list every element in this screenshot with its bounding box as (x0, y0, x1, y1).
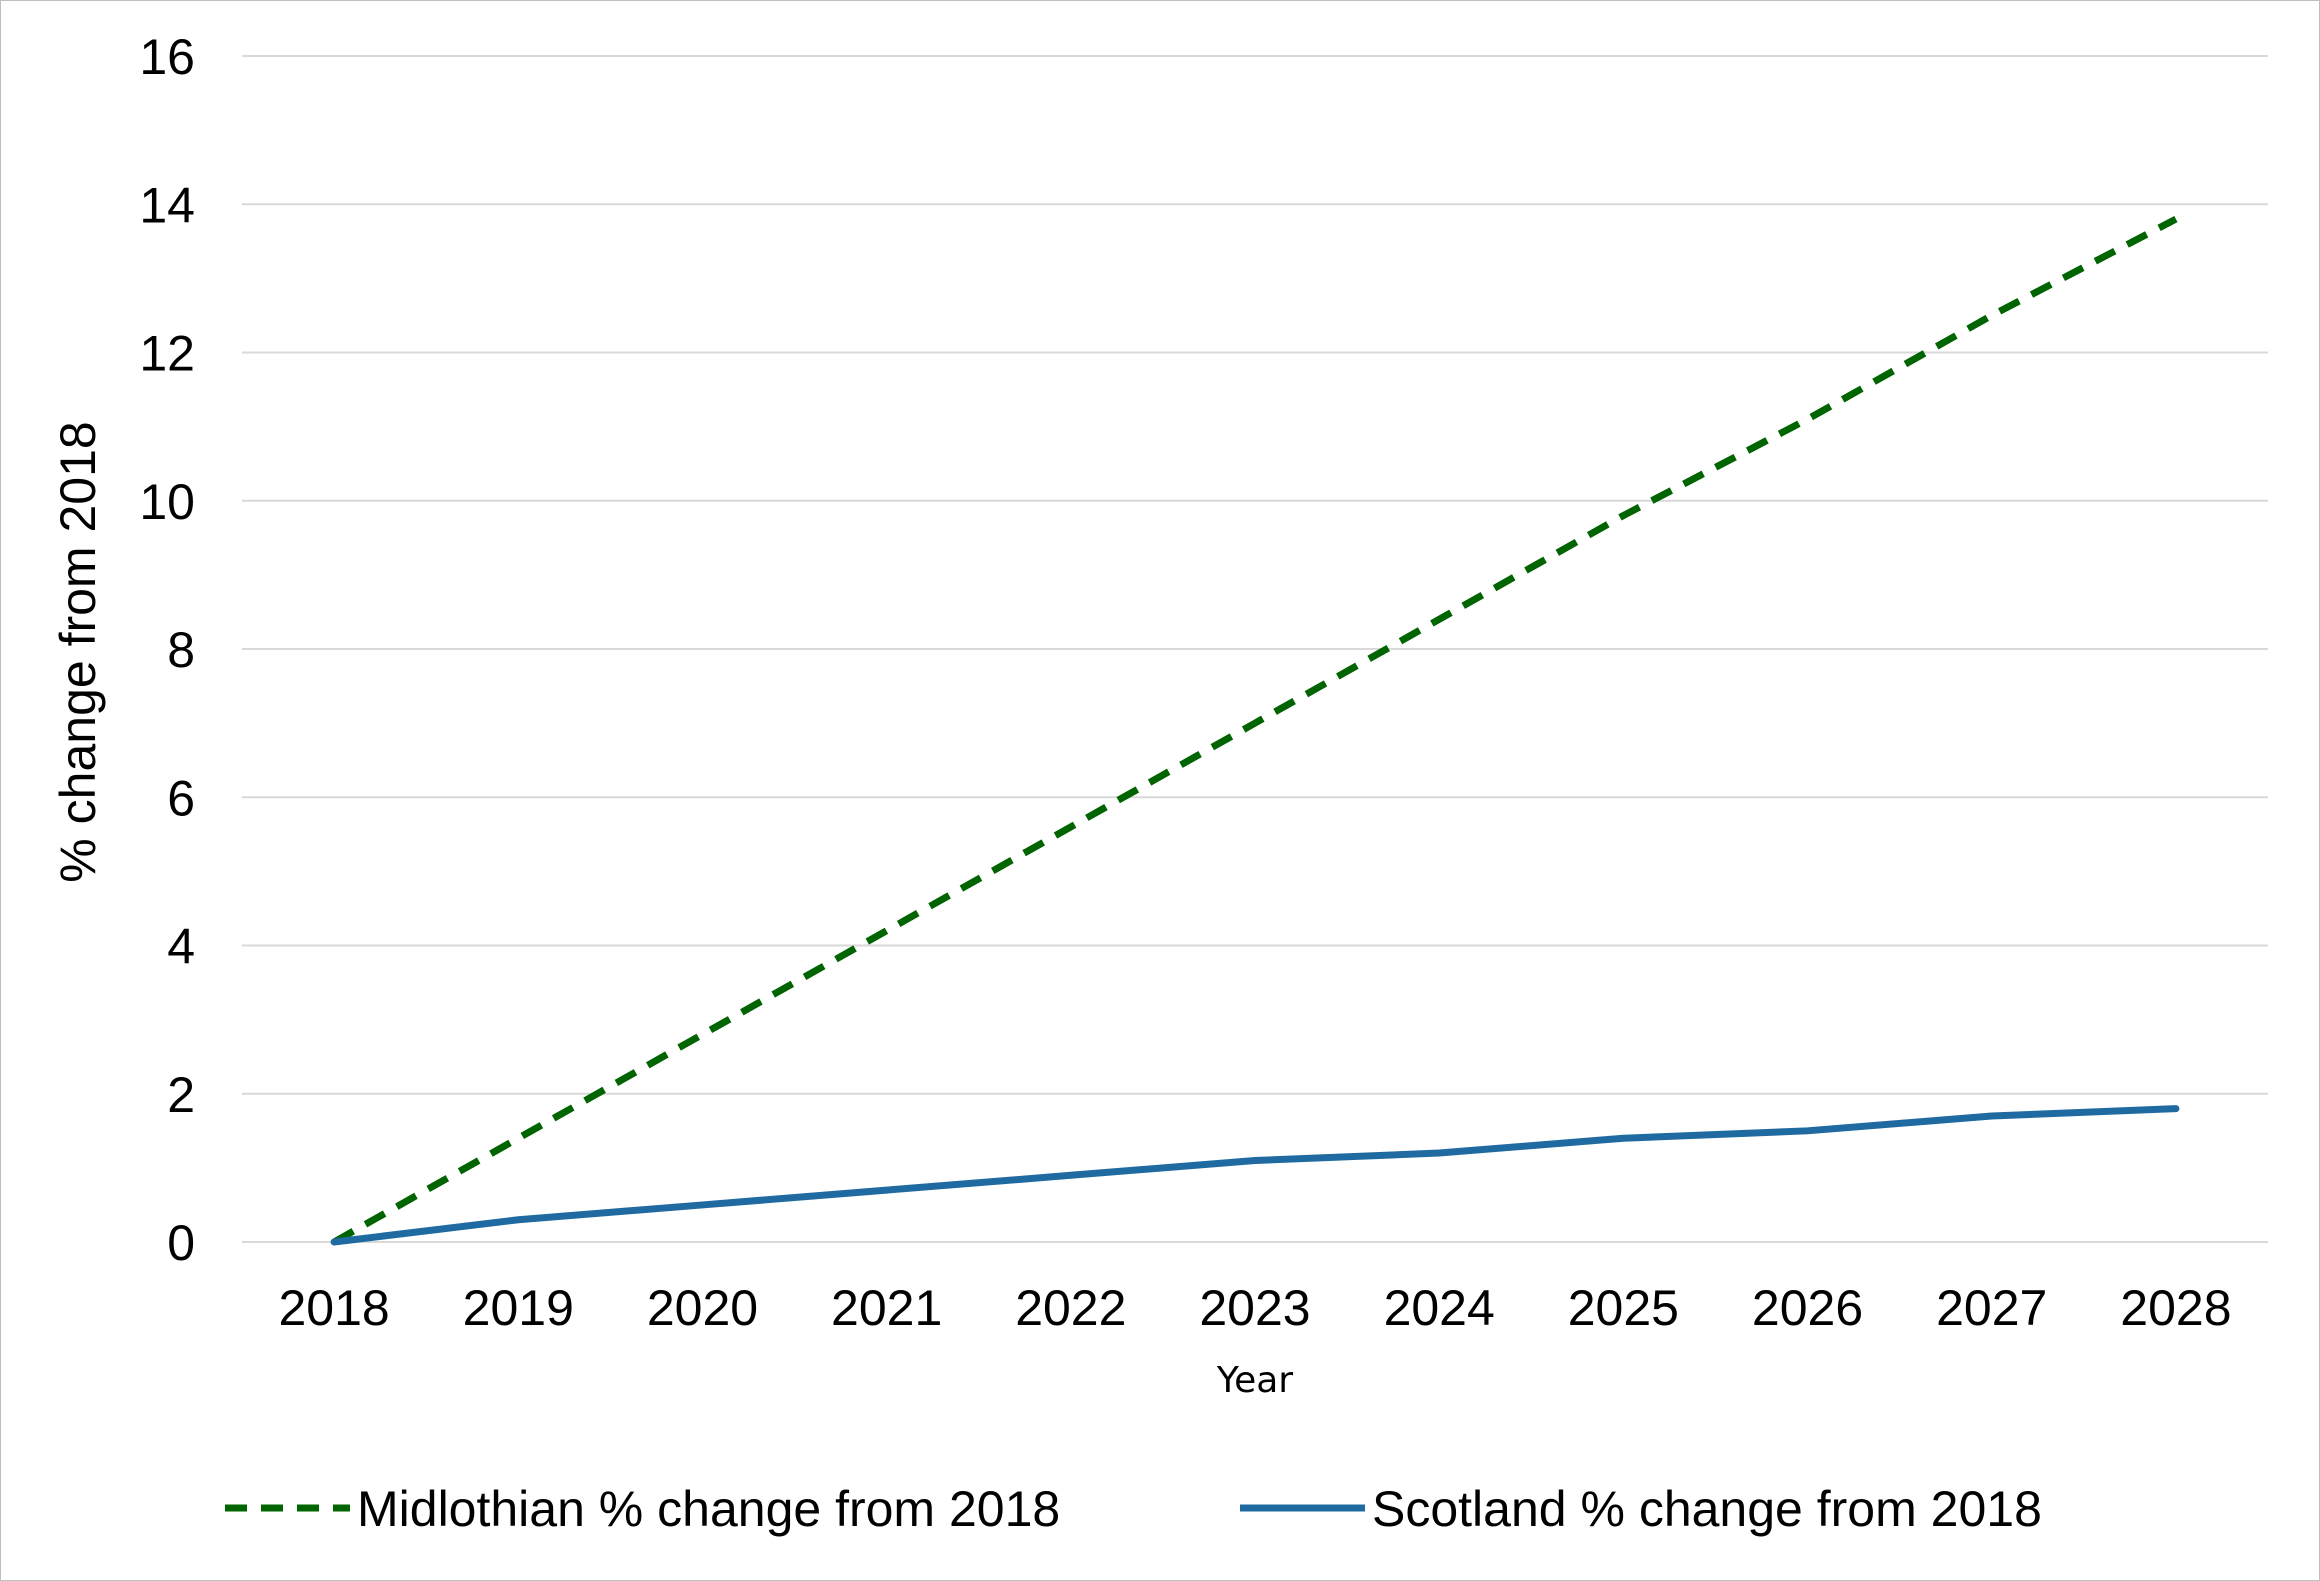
y-tick-label: 6 (167, 770, 195, 826)
y-axis-title: % change from 2018 (50, 421, 106, 882)
legend-label-0: Midlothian % change from 2018 (357, 1481, 1060, 1537)
y-tick-label: 14 (139, 177, 195, 233)
gridlines (242, 55, 2268, 1243)
legend-label-1: Scotland % change from 2018 (1372, 1481, 2042, 1537)
y-tick-label: 16 (139, 29, 195, 85)
y-tick-label: 0 (167, 1215, 195, 1271)
x-tick-label: 2020 (647, 1280, 758, 1336)
y-tick-label: 10 (139, 474, 195, 530)
x-tick-label: 2026 (1752, 1280, 1863, 1336)
x-tick-label: 2019 (463, 1280, 574, 1336)
y-tick-label: 2 (167, 1067, 195, 1123)
x-tick-label: 2025 (1568, 1280, 1679, 1336)
x-tick-label: 2021 (831, 1280, 942, 1336)
x-tick-label: 2028 (2120, 1280, 2231, 1336)
x-tick-label: 2022 (1015, 1280, 1126, 1336)
x-axis-title: Year (1216, 1360, 1293, 1401)
y-tick-label: 12 (139, 326, 195, 382)
x-axis-ticks: 2018 2019 2020 2021 2022 2023 2024 2025 2026 2027… (278, 1280, 2231, 1336)
x-tick-label: 2023 (1199, 1280, 1310, 1336)
x-tick-label: 2027 (1936, 1280, 2047, 1336)
x-tick-label: 2018 (278, 1280, 389, 1336)
x-tick-label: 2024 (1384, 1280, 1495, 1336)
y-tick-label: 8 (167, 622, 195, 678)
y-axis-ticks: 0 2 4 6 8 10 12 14 16 (139, 29, 195, 1271)
legend: Midlothian % change from 2018 Scotland % … (225, 1481, 2042, 1537)
series-lines (330, 215, 2180, 1246)
y-tick-label: 4 (167, 919, 195, 975)
series-line-1 (330, 1105, 2180, 1246)
series-line-0 (332, 215, 2178, 1246)
